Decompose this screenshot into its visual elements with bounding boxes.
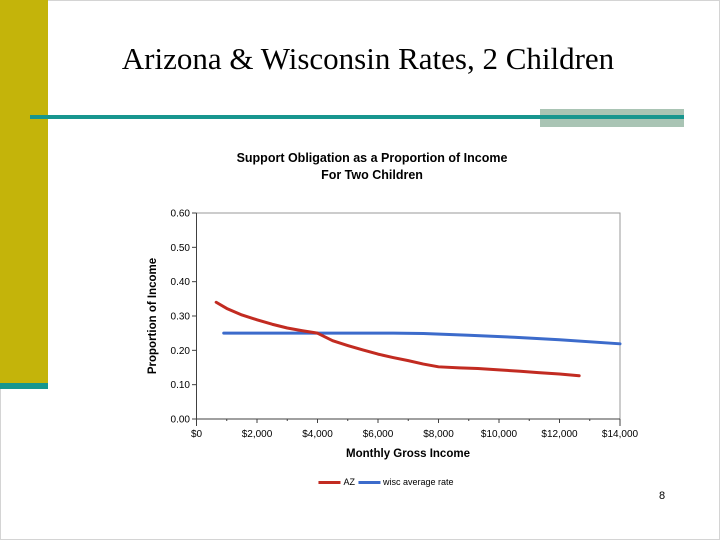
chart-legend: AZ wisc average rate <box>318 477 454 487</box>
x-tick-label: $2,000 <box>242 429 273 440</box>
title-rule <box>30 115 684 119</box>
series-line-az <box>214 300 581 378</box>
slide-title: Arizona & Wisconsin Rates, 2 Children <box>121 41 615 76</box>
legend-swatch-az <box>318 480 341 484</box>
x-tick-label: $10,000 <box>481 429 518 440</box>
y-tick-label: 0.40 <box>171 277 191 288</box>
y-tick-label: 0.10 <box>171 380 191 391</box>
y-tick-label: 0.30 <box>171 312 191 323</box>
left-accent-bar <box>0 0 48 383</box>
series-line-wisc-average-rate <box>222 331 622 346</box>
y-axis-title: Proportion of Income <box>147 257 159 375</box>
x-tick-label: $6,000 <box>363 429 394 440</box>
x-tick-label: $4,000 <box>302 429 333 440</box>
legend-label-az: AZ <box>343 477 355 487</box>
page-number: 8 <box>659 490 666 502</box>
plot-area <box>196 212 621 420</box>
y-tick-label: 0.20 <box>171 346 191 357</box>
x-axis-title: Monthly Gross Income <box>346 448 470 460</box>
legend-label-wisc: wisc average rate <box>382 477 454 487</box>
x-tick-label: $8,000 <box>423 429 454 440</box>
y-tick-label: 0.60 <box>171 209 191 220</box>
chart-title-line2: For Two Children <box>321 168 423 182</box>
chart-title: Support Obligation as a Proportion of In… <box>132 150 612 184</box>
y-tick-label: 0.50 <box>171 243 191 254</box>
x-tick-label: $12,000 <box>541 429 578 440</box>
y-tick-label: 0.00 <box>171 415 191 426</box>
x-tick-label: $14,000 <box>602 429 639 440</box>
chart-title-line1: Support Obligation as a Proportion of In… <box>236 151 508 165</box>
legend-swatch-wisc <box>357 480 380 484</box>
left-accent-bar-footer-rule <box>0 383 48 389</box>
x-tick-label: $0 <box>191 429 203 440</box>
